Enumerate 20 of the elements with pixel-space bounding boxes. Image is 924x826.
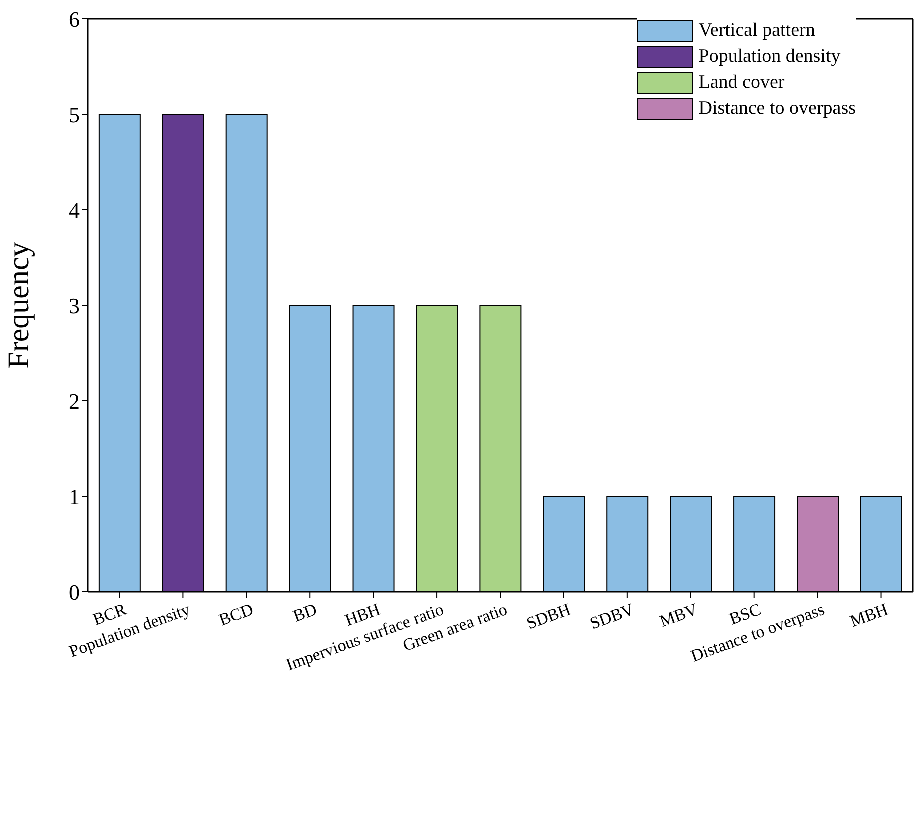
legend-label: Vertical pattern [698,20,816,42]
x-tick-label: MBV [657,600,701,632]
y-tick-label: 3 [69,293,80,318]
y-tick-label: 5 [69,102,80,128]
legend-label: Land cover [698,72,785,94]
x-tick-label: BCR [90,600,130,630]
y-axis-title: Frequency [2,242,36,369]
x-tick-label: BCD [216,600,256,630]
legend-label: Distance to overpass [698,98,856,120]
y-tick-label: 0 [69,580,80,605]
x-tick-label: SDBH [524,600,574,634]
legend-label: Population density [698,46,841,68]
x-tick-label: SDBV [588,600,638,634]
y-tick-label: 2 [69,388,80,414]
y-tick-label: 1 [69,484,80,510]
x-tick-label: BD [290,600,320,626]
x-tick-label: BSC [727,600,764,629]
y-tick-label: 6 [69,6,80,32]
y-tick-label: 4 [69,198,80,223]
x-tick-label: MBH [848,600,891,632]
